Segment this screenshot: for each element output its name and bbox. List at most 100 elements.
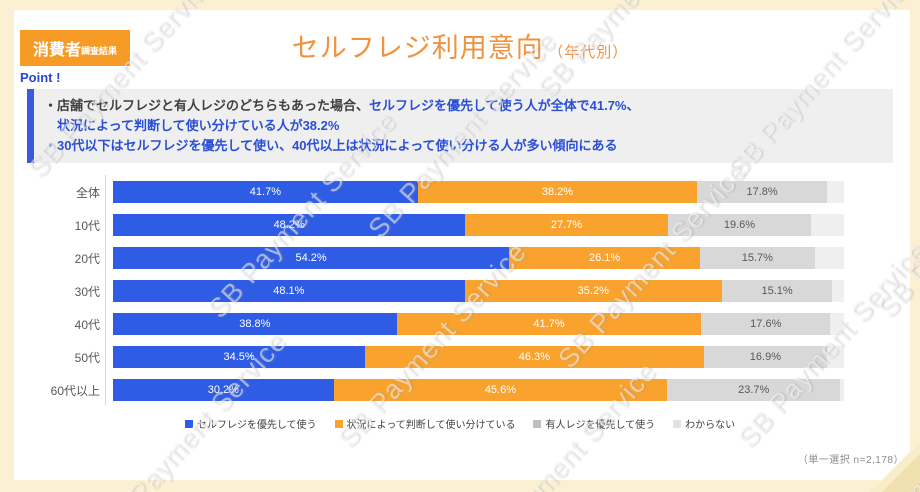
point-line: ・30代以下はセルフレジを優先して使い、40代以上は状況によって使い分ける人が多… <box>44 136 881 156</box>
chart-row: 60代以上 30.2% 45.6% 23.7% <box>0 379 920 401</box>
bar-value-label: 38.8% <box>239 318 271 330</box>
slide-card <box>14 10 910 480</box>
legend-item: 有人レジを優先して使う <box>533 416 655 431</box>
row-label: 10代 <box>74 218 100 233</box>
page-title-sub: （年代別） <box>548 44 629 61</box>
bar-value-label: 26.1% <box>588 252 621 264</box>
page-title-main: セルフレジ利用意向 <box>291 33 544 63</box>
bar-value-label: 41.7% <box>249 186 281 198</box>
bar-segment <box>827 181 844 203</box>
bar-segment: 30.2% <box>113 379 334 401</box>
bar-value-label: 23.7% <box>738 384 770 396</box>
bar-segment: 19.6% <box>667 214 812 236</box>
bar-segment: 17.8% <box>697 181 828 203</box>
bar-segment: 38.2% <box>417 181 698 203</box>
legend-label: 有人レジを優先して使う <box>545 420 656 431</box>
badge-title: 消費者 <box>32 42 81 59</box>
chart-rows: 全体 41.7% 38.2% 17.8% 10代 48.2% 27.7% 19.6% 20代 54… <box>0 181 920 412</box>
bar-segment: 16.9% <box>703 346 828 368</box>
point-line: 状況によって判断して使い分けている人が38.2% <box>44 116 881 136</box>
bar-segment: 15.7% <box>699 247 815 269</box>
bar-value-label: 45.6% <box>484 384 517 396</box>
bar-value-label: 34.5% <box>223 351 255 363</box>
bar-track: 38.8% 41.7% 17.6% <box>113 313 844 335</box>
bar-segment <box>827 346 844 368</box>
chart-axis-line <box>105 175 106 405</box>
bar-value-label: 41.7% <box>533 318 565 330</box>
legend-swatch-icon <box>673 419 682 428</box>
survey-badge: 消費者 調査結果 <box>20 30 130 66</box>
chart-row: 30代 48.1% 35.2% 15.1% <box>0 280 920 302</box>
chart-row: 50代 34.5% 46.3% 16.9% <box>0 346 920 368</box>
point-text-segment: ・30代以下はセルフレジを優先して使い、40代以上は状況によって使い分ける人が多… <box>44 138 618 154</box>
row-label: 40代 <box>74 317 100 332</box>
legend-item: わからない <box>673 416 735 431</box>
bar-track: 48.2% 27.7% 19.6% <box>113 214 844 236</box>
bar-segment <box>830 313 844 335</box>
point-text-segment: セルフレジを優先して使う人が全体で41.7%、 <box>369 98 640 113</box>
bar-value-label: 17.6% <box>750 318 782 330</box>
bar-segment: 27.7% <box>465 214 668 236</box>
bar-segment <box>811 214 844 236</box>
chart-row: 全体 41.7% 38.2% 17.8% <box>0 181 920 203</box>
bar-value-label: 27.7% <box>550 219 583 231</box>
bar-segment <box>832 280 844 302</box>
bar-segment: 41.7% <box>396 313 702 335</box>
bar-track: 30.2% 45.6% 23.7% <box>113 379 844 401</box>
bar-value-label: 35.2% <box>577 285 609 297</box>
chart-row: 20代 54.2% 26.1% 15.7% <box>0 247 920 269</box>
bar-segment: 38.8% <box>113 313 397 335</box>
bar-value-label: 46.3% <box>518 351 550 363</box>
point-heading: Point ! <box>20 70 61 85</box>
legend-item: 状況によって判断して使い分けている <box>334 416 516 431</box>
point-text-segment: ・店舗でセルフレジと有人レジのどちらもあった場合、 <box>44 98 370 113</box>
bar-value-label: 15.1% <box>761 285 793 297</box>
bar-value-label: 54.2% <box>295 252 327 264</box>
chart-legend: セルフレジを優先して使う 状況によって判断して使い分けている 有人レジを優先して使う… <box>0 416 920 431</box>
badge-subtitle: 調査結果 <box>81 45 118 56</box>
bar-track: 54.2% 26.1% 15.7% <box>113 247 844 269</box>
chart-row: 10代 48.2% 27.7% 19.6% <box>0 214 920 236</box>
row-label: 50代 <box>74 350 100 365</box>
bar-segment: 54.2% <box>113 247 510 269</box>
bar-segment <box>840 379 844 401</box>
bar-segment <box>814 247 844 269</box>
bar-track: 41.7% 38.2% 17.8% <box>113 181 844 203</box>
legend-swatch-icon <box>533 419 542 428</box>
point-box: ・店舗でセルフレジと有人レジのどちらもあった場合、セルフレジを優先して使う人が全… <box>27 89 893 164</box>
bar-segment: 15.1% <box>721 280 833 302</box>
bar-segment: 48.1% <box>113 280 465 302</box>
legend-label: 状況によって判断して使い分けている <box>346 420 516 431</box>
row-label: 20代 <box>74 251 100 266</box>
legend-swatch-icon <box>184 419 193 428</box>
sample-note: （単一選択 n=2,178） <box>797 455 904 466</box>
bar-value-label: 30.2% <box>207 384 239 396</box>
bar-segment: 48.2% <box>113 214 466 236</box>
bar-segment: 45.6% <box>333 379 668 401</box>
bar-value-label: 19.6% <box>723 219 756 231</box>
bar-value-label: 16.9% <box>749 351 781 363</box>
bar-value-label: 17.8% <box>746 186 778 198</box>
corner-fold-icon <box>882 454 920 492</box>
legend-item: セルフレジを優先して使う <box>184 416 317 431</box>
bar-segment: 34.5% <box>113 346 366 368</box>
row-label: 全体 <box>75 185 100 200</box>
bar-value-label: 38.2% <box>541 186 574 198</box>
bar-segment: 23.7% <box>667 379 841 401</box>
bar-track: 48.1% 35.2% 15.1% <box>113 280 844 302</box>
bar-value-label: 15.7% <box>741 252 773 264</box>
legend-label: セルフレジを優先して使う <box>196 420 317 431</box>
point-text-segment: 状況によって判断して使い分けている人が38.2% <box>57 118 340 134</box>
legend-label: わからない <box>685 420 736 431</box>
bar-segment: 17.6% <box>701 313 831 335</box>
bar-segment: 26.1% <box>509 247 700 269</box>
bar-value-label: 48.1% <box>273 285 305 297</box>
chart-row: 40代 38.8% 41.7% 17.6% <box>0 313 920 335</box>
page-title: セルフレジ利用意向 （年代別） <box>0 26 920 65</box>
point-line: ・店舗でセルフレジと有人レジのどちらもあった場合、セルフレジを優先して使う人が全… <box>44 96 881 116</box>
bar-track: 34.5% 46.3% 16.9% <box>113 346 844 368</box>
bar-segment: 41.7% <box>113 181 418 203</box>
row-label: 30代 <box>74 284 100 299</box>
bar-segment: 46.3% <box>365 346 704 368</box>
